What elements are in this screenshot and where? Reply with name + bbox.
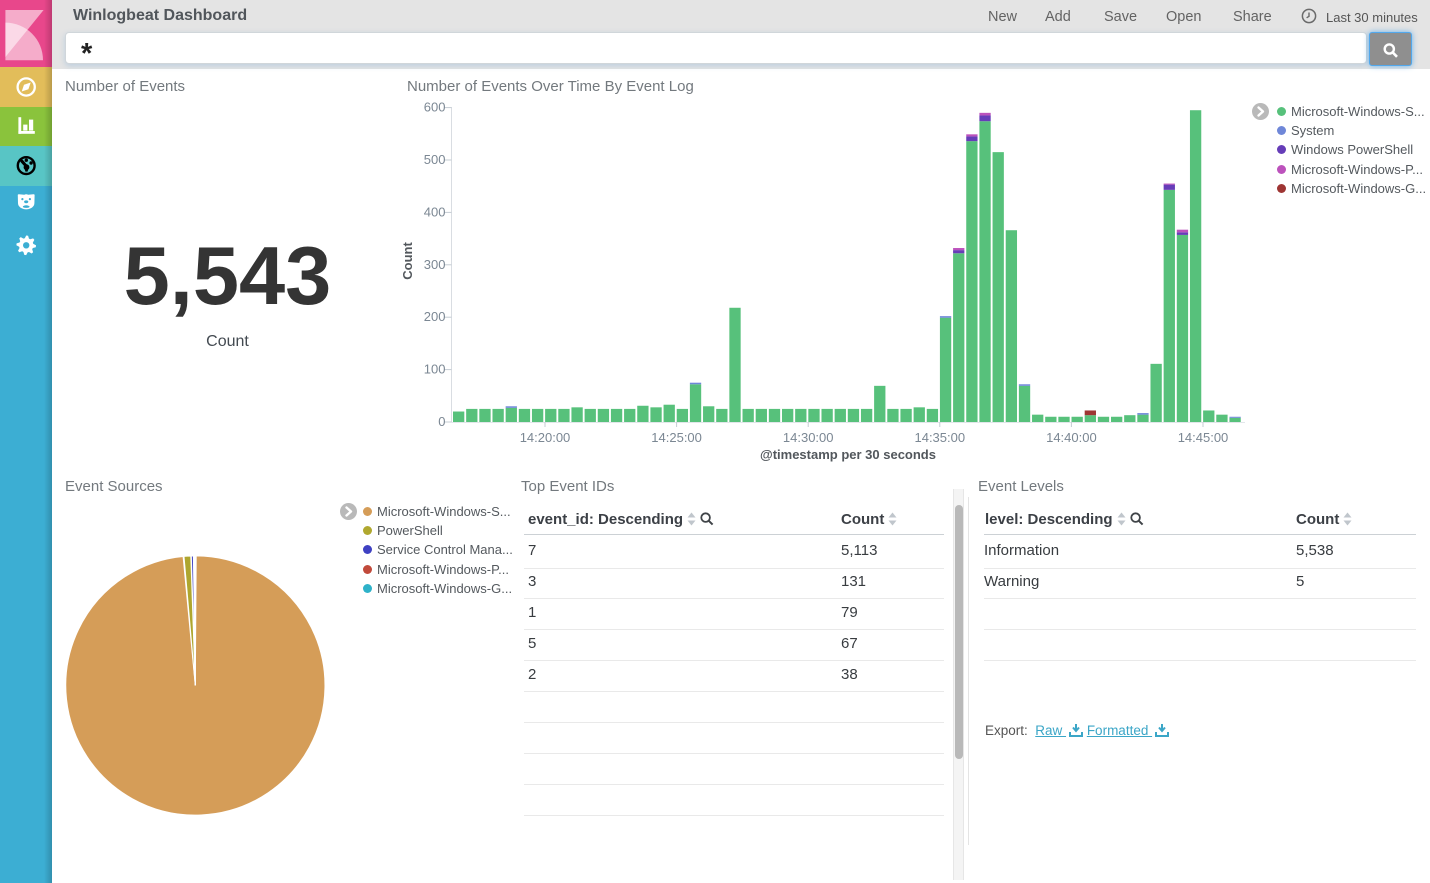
svg-text:14:30:00: 14:30:00: [783, 430, 834, 445]
svg-text:100: 100: [424, 362, 446, 377]
svg-text:14:25:00: 14:25:00: [651, 430, 702, 445]
svg-text:14:35:00: 14:35:00: [914, 430, 965, 445]
svg-text:14:45:00: 14:45:00: [1178, 430, 1229, 445]
svg-text:400: 400: [424, 204, 446, 219]
svg-text:@timestamp per 30 seconds: @timestamp per 30 seconds: [760, 447, 936, 462]
svg-text:300: 300: [424, 257, 446, 272]
svg-text:500: 500: [424, 152, 446, 167]
svg-text:14:20:00: 14:20:00: [520, 430, 571, 445]
svg-text:14:40:00: 14:40:00: [1046, 430, 1097, 445]
svg-text:600: 600: [424, 100, 446, 115]
svg-text:Count: Count: [400, 242, 415, 280]
svg-text:200: 200: [424, 309, 446, 324]
svg-text:0: 0: [438, 414, 445, 429]
